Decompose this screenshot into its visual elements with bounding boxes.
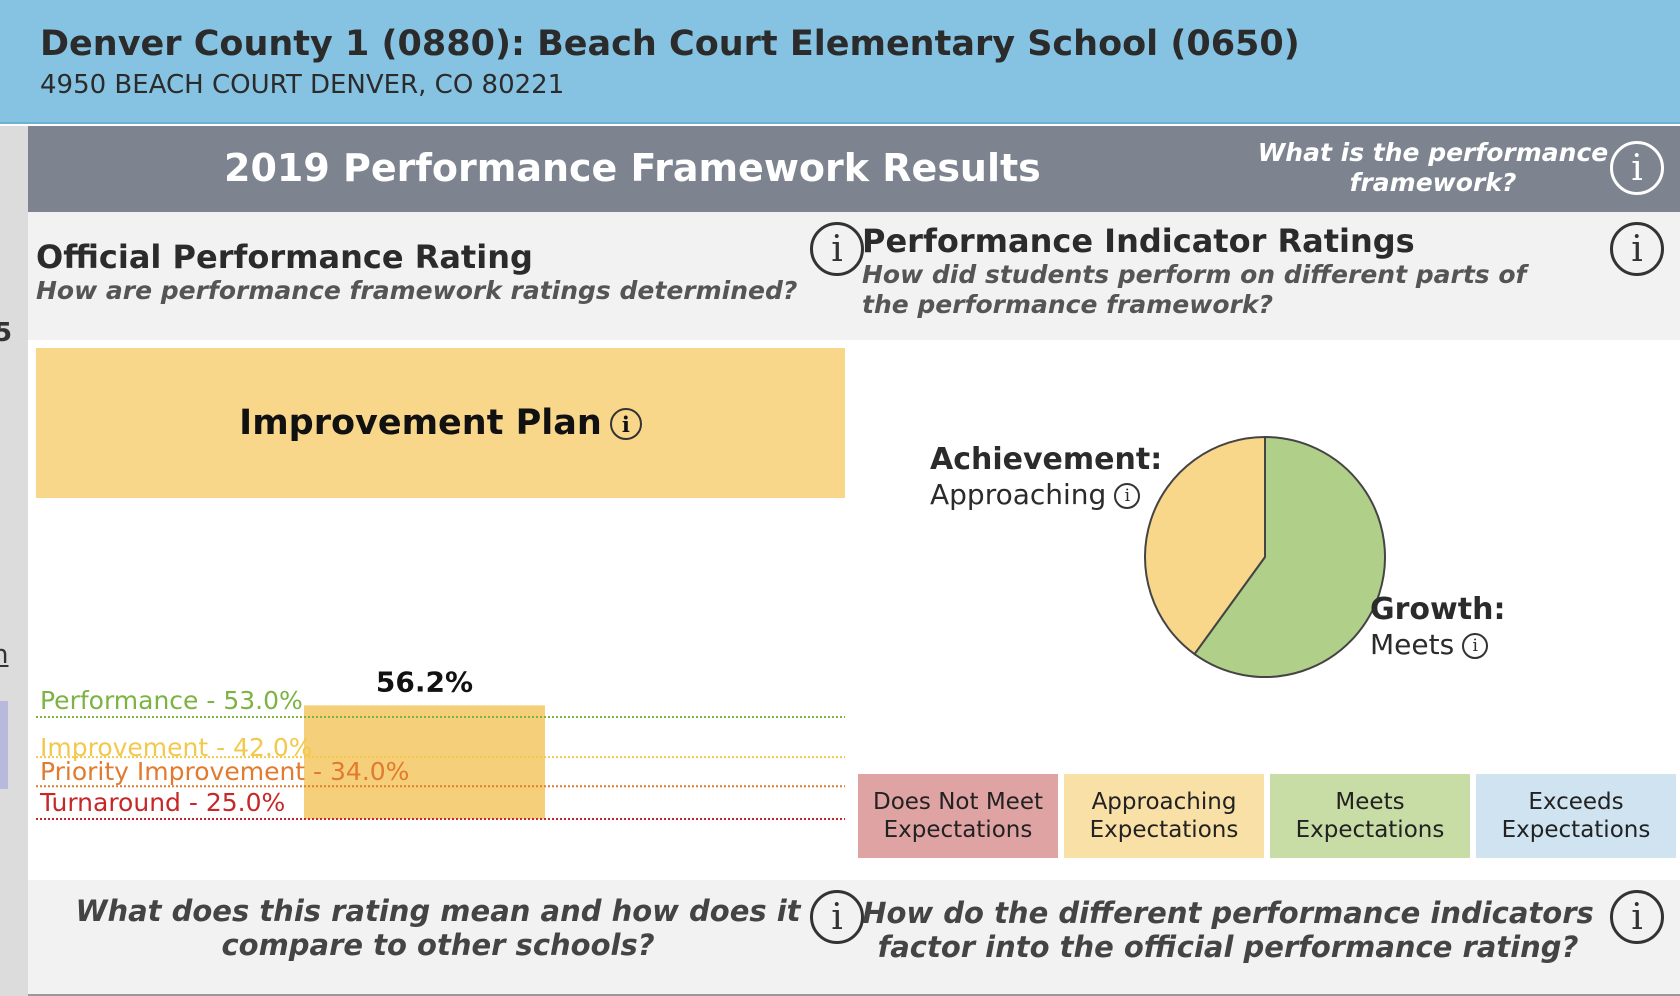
indicators-factor-question[interactable]: How do the different performance indicat… [862, 896, 1594, 964]
growth-info-icon[interactable]: i [1462, 633, 1489, 659]
indicator-pie-chart [1144, 435, 1386, 678]
achievement-value[interactable]: Approaching i [930, 478, 1141, 511]
left-panel-edge: 5 n [0, 126, 28, 996]
pie-slice-growth[interactable] [1193, 435, 1386, 678]
legend-does-not-meet: Does Not Meet Expectations [858, 774, 1058, 858]
growth-label: Growth: [1370, 592, 1506, 627]
score-value-label: 56.2% [376, 668, 473, 698]
framework-info-icon[interactable]: i [1610, 141, 1664, 195]
achievement-rating: Approaching [930, 478, 1107, 511]
cut-point-chart: Performance - 53.0% Improvement - 42.0%Pr… [36, 668, 845, 820]
official-rating-title: Official Performance Rating [36, 238, 533, 276]
official-rating-value[interactable]: Improvement Plan i [239, 403, 642, 443]
indicators-factor-info-icon[interactable]: i [1610, 890, 1664, 944]
official-rating-info-icon[interactable]: i [810, 222, 864, 276]
cut-point-label: Priority Improvement - 34.0% [40, 757, 409, 786]
left-edge-selection [0, 701, 8, 789]
left-edge-link[interactable]: n [0, 640, 9, 670]
rating-meaning-question[interactable]: What does this rating mean and how does … [75, 894, 801, 962]
official-rating-text: Improvement Plan [239, 403, 602, 443]
official-rating-subtitle[interactable]: How are performance framework ratings de… [36, 276, 798, 305]
growth-rating: Meets [1370, 628, 1455, 661]
legend-approaching: Approaching Expectations [1064, 774, 1264, 858]
legend-meets: Meets Expectations [1270, 774, 1470, 858]
framework-question[interactable]: What is the performance framework? [1257, 138, 1609, 197]
framework-title: 2019 Performance Framework Results [224, 146, 1041, 190]
score-bar [304, 705, 545, 819]
indicator-ratings-info-icon[interactable]: i [1610, 222, 1664, 276]
legend-exceeds: Exceeds Expectations [1476, 774, 1676, 858]
growth-value[interactable]: Meets i [1370, 628, 1489, 661]
cut-point-label: Turnaround - 25.0% [39, 788, 285, 817]
cut-point-label: Improvement - 42.0% [40, 733, 313, 762]
rating-legend: Does Not Meet Expectations Approaching E… [858, 774, 1680, 858]
achievement-label: Achievement: [930, 442, 1163, 477]
section-headers: Official Performance Rating How are perf… [28, 212, 1680, 340]
school-title: Denver County 1 (0880): Beach Court Elem… [40, 24, 1300, 64]
achievement-info-icon[interactable]: i [1114, 483, 1141, 509]
rating-meaning-info-icon[interactable]: i [810, 890, 864, 944]
school-address: 4950 BEACH COURT DENVER, CO 80221 [40, 70, 565, 100]
left-edge-text: 5 [0, 318, 13, 348]
framework-banner: 2019 Performance Framework Results What … [28, 126, 1680, 212]
indicator-ratings-title: Performance Indicator Ratings [862, 222, 1415, 260]
indicator-ratings-subtitle[interactable]: How did students perform on different pa… [862, 260, 1527, 319]
official-rating-box: Improvement Plan i [36, 348, 845, 498]
cut-point-label: Performance - 53.0% [40, 686, 303, 715]
school-header: Denver County 1 (0880): Beach Court Elem… [0, 0, 1680, 124]
pie-slice-achievement[interactable] [1144, 435, 1266, 656]
bottom-questions: What does this rating mean and how does … [28, 880, 1680, 996]
rating-info-icon[interactable]: i [609, 408, 642, 440]
